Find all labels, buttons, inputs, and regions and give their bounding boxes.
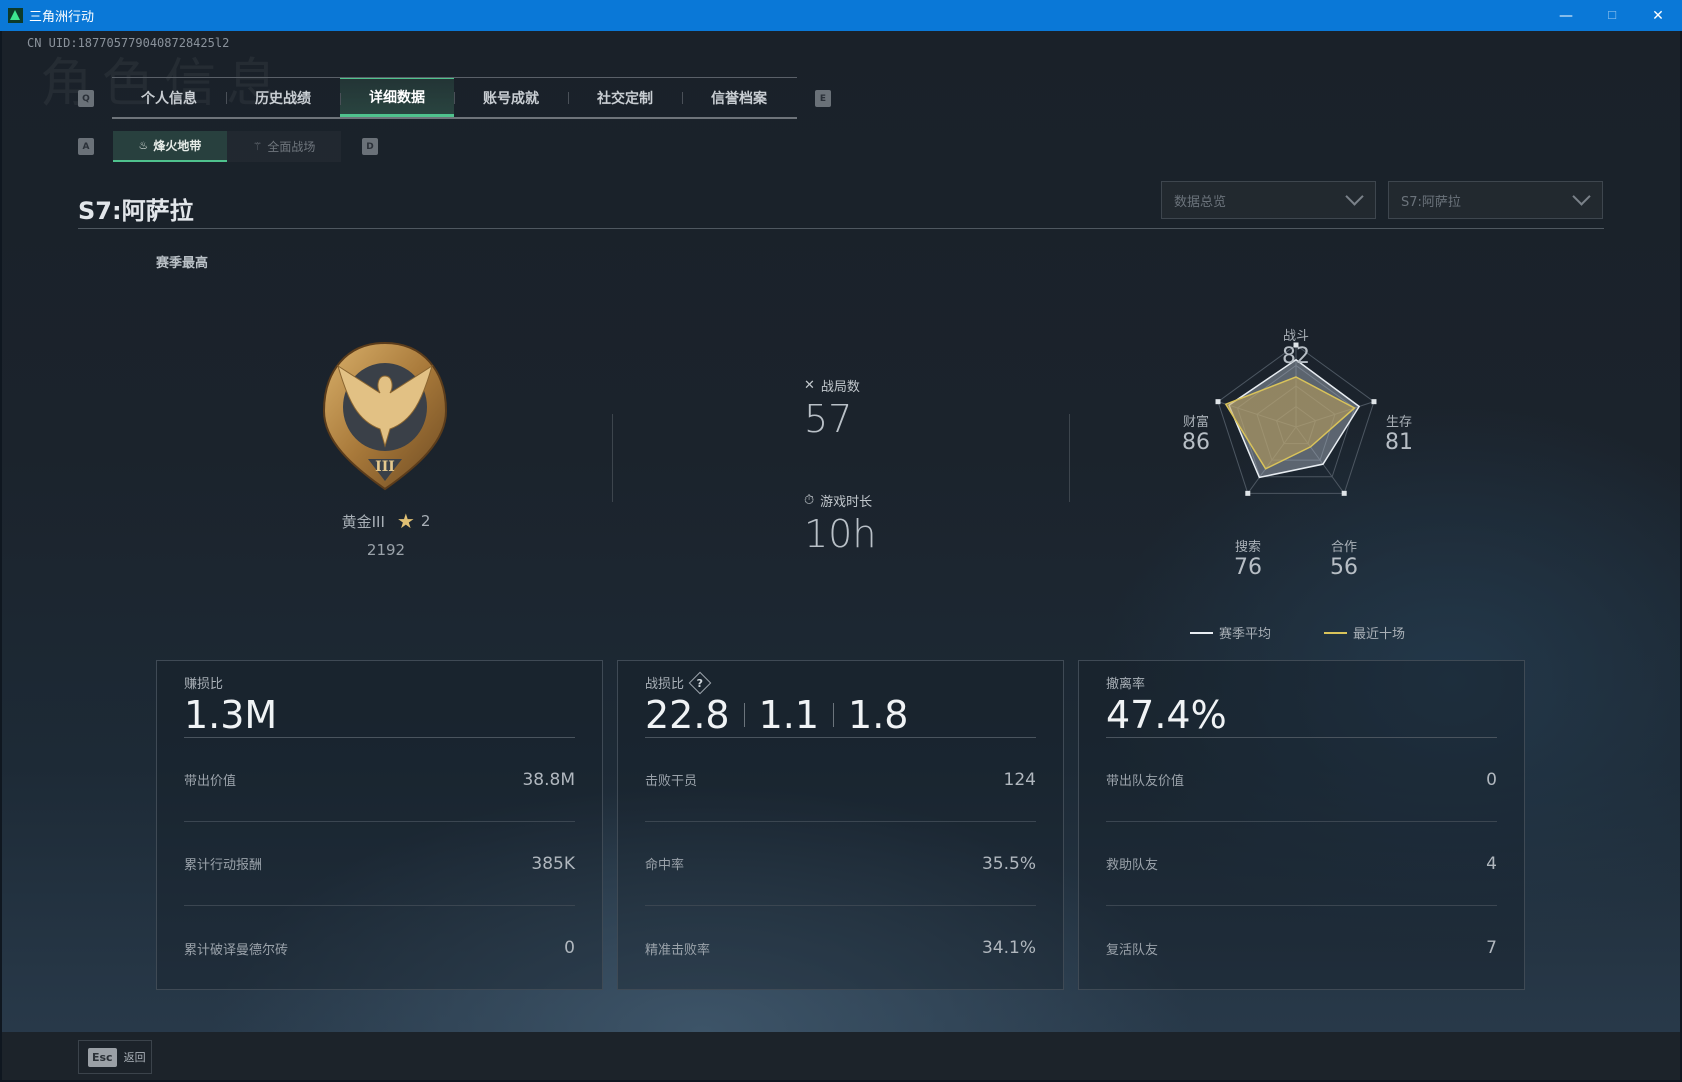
radar-chart: 战斗 82 生存 81 合作 56 搜索 76 财富 86	[1152, 286, 1452, 606]
card-big-value: 22.8 1.1 1.8	[645, 692, 1036, 738]
battlefield-icon: ⚚	[252, 140, 263, 153]
subtab-next-key[interactable]: D	[362, 138, 378, 155]
radar-series-recent-ten	[1224, 376, 1356, 470]
profit-card: 赚损比 1.3M 带出价值 38.8M 累计行动报酬 385K 累计破译曼德尔砖 0	[156, 660, 603, 990]
rank-stars: 2	[420, 512, 431, 530]
legend-season-average: 赛季平均	[1190, 623, 1271, 642]
divider	[1069, 414, 1070, 502]
esc-key: Esc	[88, 1047, 117, 1067]
rank-info: 黄金III ★ 2	[286, 509, 486, 533]
main-tabs: 个人信息 历史战绩 详细数据 账号成就 社交定制 信誉档案	[112, 77, 797, 119]
window-title: 三角洲行动	[29, 10, 95, 25]
radar-axis-marker	[1371, 399, 1377, 405]
subtab-full-battle[interactable]: ⚚ 全面战场	[227, 131, 341, 162]
radar-svg	[1215, 342, 1377, 496]
title-divider	[78, 228, 1604, 229]
legend-recent-ten: 最近十场	[1324, 623, 1405, 642]
radar-grid-ring	[1217, 344, 1375, 494]
season-dropdown[interactable]: S7:阿萨拉	[1388, 181, 1603, 219]
matches-label: 战局数	[820, 380, 860, 395]
subtab-prev-key[interactable]: A	[78, 138, 94, 155]
minimize-button[interactable]: —	[1559, 7, 1573, 24]
crossed-swords-icon: ✕	[804, 378, 815, 393]
tab-personal-info[interactable]: 个人信息	[141, 90, 197, 107]
table-row: 累计行动报酬 385K	[184, 822, 575, 906]
close-button[interactable]: ✕	[1652, 7, 1664, 24]
rank-score: 2192	[366, 541, 406, 559]
playtime-value: 10h	[804, 512, 877, 556]
window-titlebar: 三角洲行动 — ☐ ✕	[0, 0, 1682, 31]
radar-axis-marker	[1293, 342, 1299, 348]
back-label: 返回	[123, 1051, 146, 1064]
table-row: 精准击败率 34.1%	[645, 938, 1036, 958]
card-big-value: 1.3M	[184, 692, 575, 738]
divider	[612, 414, 613, 502]
extraction-card: 撤离率 47.4% 带出队友价值 0 救助队友 4 复活队友 7	[1078, 660, 1525, 990]
radar-axis-marker	[1341, 490, 1347, 496]
matches-stat: ✕ 战局数 57	[804, 376, 860, 441]
kd-card: 战损比? 22.8 1.1 1.8 击败干员 124 命中率 35.5% 精准击败率 34…	[617, 660, 1064, 990]
warzone-icon: ♨	[138, 139, 149, 152]
table-row: 命中率 35.5%	[645, 822, 1036, 906]
radar-axis-marker	[1245, 490, 1251, 496]
tab-match-history[interactable]: 历史战绩	[226, 78, 340, 117]
radar-axis-marker	[1215, 399, 1221, 405]
table-row: 带出价值 38.8M	[184, 738, 575, 822]
chevron-down-icon	[1345, 187, 1364, 206]
radar-label-combat: 战斗 82	[1282, 329, 1310, 369]
uid-label: CN UID:1877057790408728425l2	[27, 36, 230, 50]
table-row: 带出队友价值 0	[1106, 738, 1497, 822]
season-best-label: 赛季最高	[156, 256, 209, 271]
app-logo-icon	[8, 8, 23, 23]
mode-tabs: ♨ 烽火地带 ⚚ 全面战场	[113, 131, 341, 162]
chevron-down-icon	[1572, 187, 1591, 206]
help-icon[interactable]: ?	[688, 671, 712, 694]
table-row: 救助队友 4	[1106, 822, 1497, 906]
app-content: 角色信息 CN UID:1877057790408728425l2 Q 个人信息…	[2, 31, 1680, 1080]
page-title: S7:阿萨拉	[78, 197, 194, 225]
matches-value: 57	[804, 397, 853, 441]
playtime-stat: ⏱ 游戏时长 10h	[804, 491, 876, 556]
radar-label-search: 搜索 76	[1234, 540, 1262, 580]
maximize-button[interactable]: ☐	[1607, 9, 1617, 22]
card-label: 撤离率	[1106, 677, 1146, 692]
gold-rank-medal-icon: III	[322, 341, 448, 491]
tab-detailed-data[interactable]: 详细数据	[340, 78, 454, 117]
view-dropdown-value: 数据总览	[1174, 194, 1227, 210]
back-button[interactable]: Esc 返回	[78, 1040, 152, 1074]
tab-achievements[interactable]: 账号成就	[454, 78, 568, 117]
tab-next-key[interactable]: E	[815, 90, 831, 107]
playtime-label: 游戏时长	[820, 495, 873, 510]
card-big-value: 47.4%	[1106, 692, 1497, 738]
tab-credit[interactable]: 信誉档案	[682, 78, 796, 117]
card-label: 战损比?	[645, 671, 1036, 694]
subtab-label: 烽火地带	[153, 139, 202, 153]
footer-bar: Esc 返回	[2, 1032, 1680, 1080]
subtab-label: 全面战场	[267, 140, 316, 154]
radar-label-teamwork: 合作 56	[1330, 540, 1358, 580]
season-dropdown-value: S7:阿萨拉	[1401, 194, 1461, 210]
tab-prev-key[interactable]: Q	[78, 90, 94, 107]
table-row: 复活队友 7	[1106, 938, 1497, 958]
medal-numeral: III	[375, 459, 395, 475]
legend-line-white	[1190, 631, 1213, 634]
star-icon: ★	[396, 509, 415, 533]
stopwatch-icon: ⏱	[804, 493, 815, 508]
subtab-warzone[interactable]: ♨ 烽火地带	[113, 131, 227, 162]
rank-name: 黄金III	[341, 512, 385, 531]
radar-label-survival: 生存 81	[1385, 415, 1413, 455]
radar-label-wealth: 财富 86	[1182, 415, 1210, 455]
view-dropdown[interactable]: 数据总览	[1161, 181, 1376, 219]
table-row: 累计破译曼德尔砖 0	[184, 938, 575, 958]
card-label: 赚损比	[184, 677, 224, 692]
table-row: 击败干员 124	[645, 738, 1036, 822]
tab-social[interactable]: 社交定制	[568, 78, 682, 117]
legend-line-yellow	[1324, 631, 1347, 634]
